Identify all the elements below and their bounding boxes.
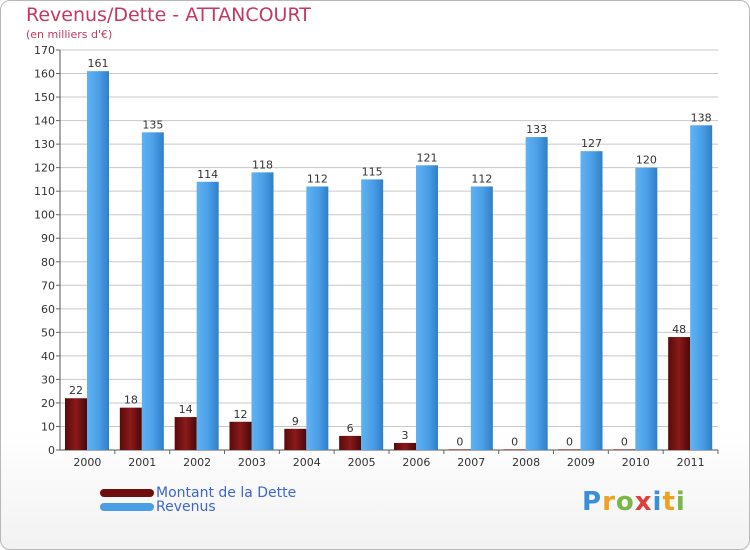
legend-label-dette: Montant de la Dette	[156, 485, 297, 501]
bar-dette	[229, 421, 252, 450]
y-tick-label: 10	[41, 420, 55, 433]
bar-dette	[558, 449, 581, 450]
y-tick-label: 150	[34, 91, 55, 104]
legend-swatch-revenus	[100, 503, 154, 511]
logo-letter: P	[582, 487, 603, 517]
data-label: 48	[672, 323, 686, 336]
data-label: 114	[197, 168, 218, 181]
x-tick-label: 2007	[457, 456, 485, 469]
y-tick-label: 160	[34, 68, 55, 81]
y-tick-label: 100	[34, 209, 55, 222]
logo-letter: t	[662, 487, 676, 517]
y-tick-label: 120	[34, 162, 55, 175]
y-tick-label: 40	[41, 350, 55, 363]
data-label: 115	[362, 165, 383, 178]
y-tick-label: 170	[34, 44, 55, 57]
y-tick-label: 110	[34, 185, 55, 198]
data-label: 133	[526, 123, 547, 136]
x-tick-label: 2006	[402, 456, 430, 469]
data-label: 112	[307, 172, 328, 185]
data-label: 138	[691, 111, 712, 124]
data-label: 161	[88, 57, 109, 70]
x-tick-label: 2005	[348, 456, 376, 469]
bar-revenus	[87, 71, 109, 451]
data-label: 14	[179, 403, 193, 416]
bar-revenus	[635, 167, 658, 450]
legend-label-revenus: Revenus	[156, 499, 216, 515]
bar-revenus	[525, 137, 548, 450]
x-tick-label: 2010	[622, 456, 650, 469]
x-tick-label: 2004	[293, 456, 321, 469]
x-tick-label: 2001	[128, 456, 156, 469]
bar-revenus	[251, 172, 274, 450]
bar-revenus	[416, 165, 438, 450]
y-tick-label: 80	[41, 256, 55, 269]
bar-dette	[613, 449, 636, 450]
data-label: 12	[234, 408, 248, 421]
bar-dette	[503, 449, 526, 450]
data-label: 120	[636, 154, 657, 167]
x-tick-label: 2003	[238, 456, 266, 469]
data-label: 121	[417, 151, 438, 164]
y-tick-label: 30	[41, 373, 55, 386]
bar-dette	[448, 449, 471, 450]
bar-revenus	[196, 181, 219, 450]
bar-revenus	[361, 179, 384, 451]
data-label: 0	[456, 435, 463, 448]
data-label: 6	[347, 422, 354, 435]
proxiti-logo: Proxiti	[582, 487, 686, 517]
x-tick-label: 2002	[183, 456, 211, 469]
x-tick-label: 2011	[677, 456, 705, 469]
chart-subtitle: (en milliers d'€)	[26, 28, 113, 41]
data-label: 9	[292, 415, 299, 428]
x-tick-label: 2000	[73, 456, 101, 469]
y-tick-label: 70	[41, 279, 55, 292]
x-tick-label: 2008	[512, 456, 540, 469]
y-tick-label: 60	[41, 303, 55, 316]
y-tick-label: 90	[41, 232, 55, 245]
data-label: 112	[471, 172, 492, 185]
y-tick-label: 50	[41, 326, 55, 339]
logo-letter: o	[615, 487, 635, 517]
bar-dette	[284, 428, 307, 450]
bar-revenus	[470, 186, 493, 450]
data-label: 0	[621, 435, 628, 448]
bar-dette	[339, 435, 362, 450]
bar-dette	[174, 417, 197, 450]
data-label: 0	[511, 435, 518, 448]
logo-letter: i	[675, 487, 686, 517]
data-label: 0	[566, 435, 573, 448]
data-label: 127	[581, 137, 602, 150]
data-label: 3	[402, 429, 409, 442]
data-label: 22	[69, 384, 83, 397]
bar-dette	[394, 442, 416, 450]
data-label: 135	[142, 118, 163, 131]
bar-dette	[119, 407, 142, 450]
bar-revenus	[580, 151, 603, 451]
logo-letter: r	[602, 487, 616, 517]
y-tick-label: 140	[34, 115, 55, 128]
logo-letter: x	[634, 487, 653, 517]
data-label: 118	[252, 158, 273, 171]
logo-letter: i	[652, 487, 663, 517]
y-tick-label: 0	[48, 444, 55, 457]
bar-revenus	[306, 186, 329, 450]
bar-revenus	[690, 125, 713, 450]
legend-swatch-dette	[100, 489, 154, 497]
bar-dette	[668, 337, 691, 450]
y-tick-label: 20	[41, 397, 55, 410]
bar-dette	[65, 398, 87, 450]
data-label: 18	[124, 394, 138, 407]
chart-title: Revenus/Dette - ATTANCOURT	[26, 4, 311, 26]
bar-revenus	[141, 132, 164, 450]
y-tick-label: 130	[34, 138, 55, 151]
x-tick-label: 2009	[567, 456, 595, 469]
